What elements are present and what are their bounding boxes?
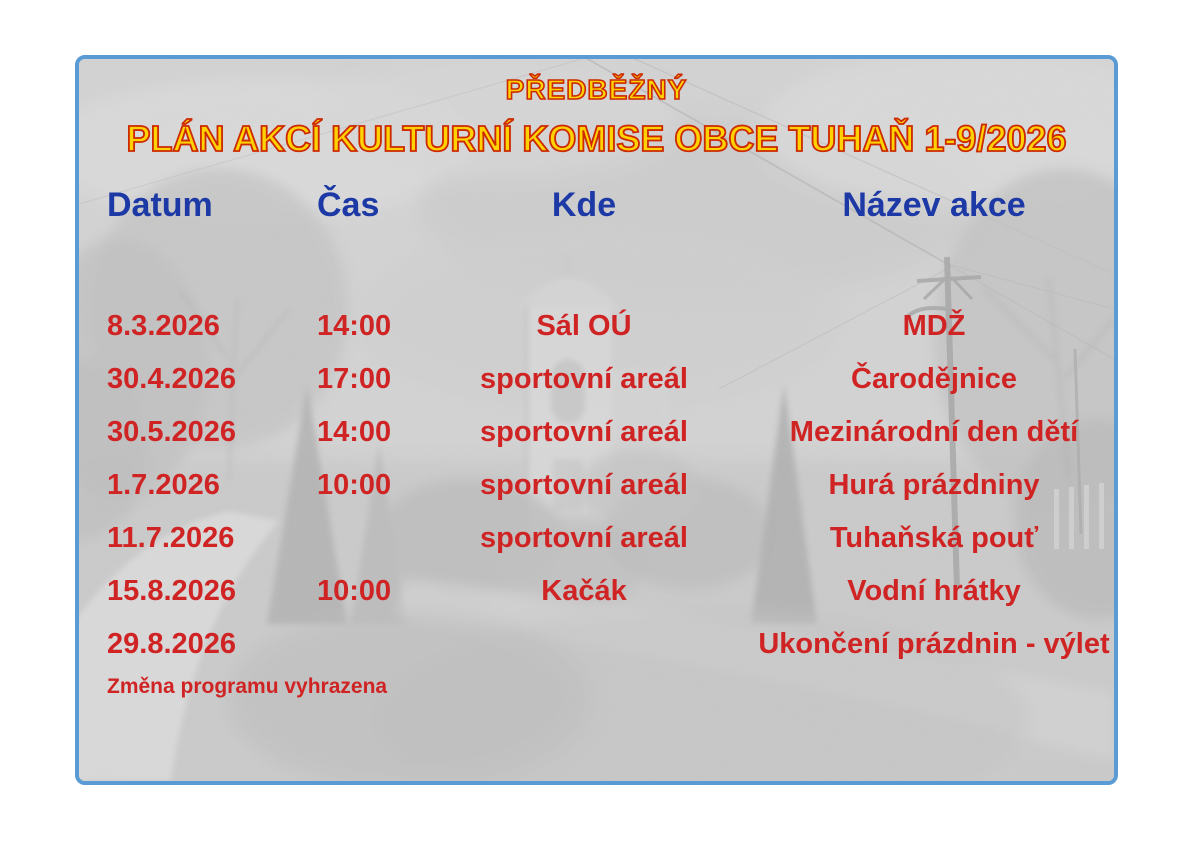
cell-kde: sportovní areál bbox=[480, 416, 688, 448]
cell-datum: 11.7.2026 bbox=[107, 522, 235, 554]
column-header-nazev: Název akce bbox=[842, 186, 1026, 224]
cell-nazev: Vodní hrátky bbox=[847, 575, 1021, 607]
cell-kde: sportovní areál bbox=[480, 522, 688, 554]
cell-kde: sportovní areál bbox=[480, 363, 688, 395]
page-title: PLÁN AKCÍ KULTURNÍ KOMISE OBCE TUHAŇ 1-9… bbox=[126, 118, 1068, 159]
cell-datum: 30.4.2026 bbox=[107, 363, 237, 395]
column-header-cas: Čas bbox=[317, 186, 380, 224]
cell-kde: Sál OÚ bbox=[536, 310, 632, 342]
cell-nazev: MDŽ bbox=[902, 310, 966, 342]
cell-datum: 1.7.2026 bbox=[107, 469, 220, 501]
cell-cas: 10:00 bbox=[317, 469, 392, 501]
cell-nazev: Mezinárodní den dětí bbox=[789, 416, 1079, 448]
pre-title: PŘEDBĚŽNÝ bbox=[505, 73, 688, 105]
cell-cas: 14:00 bbox=[317, 416, 392, 448]
footnote: Změna programu vyhrazena bbox=[107, 675, 388, 698]
poster-frame: PŘEDBĚŽNÝ PLÁN AKCÍ KULTURNÍ KOMISE OBCE… bbox=[75, 55, 1118, 785]
column-header-kde: Kde bbox=[551, 186, 617, 224]
cell-cas: 14:00 bbox=[317, 310, 392, 342]
background-photo bbox=[79, 59, 1114, 781]
cell-datum: 15.8.2026 bbox=[107, 575, 237, 607]
cell-datum: 8.3.2026 bbox=[107, 310, 220, 342]
cell-datum: 30.5.2026 bbox=[107, 416, 237, 448]
cell-cas: 10:00 bbox=[317, 575, 392, 607]
cell-nazev: Hurá prázdniny bbox=[828, 469, 1040, 501]
cell-nazev: Tuhaňská pouť bbox=[829, 522, 1039, 554]
cell-kde: sportovní areál bbox=[480, 469, 688, 501]
cell-nazev: Ukončení prázdnin - výlet bbox=[758, 628, 1110, 660]
column-header-datum: Datum bbox=[107, 186, 213, 224]
cell-kde: Kačák bbox=[541, 575, 627, 607]
poster-content: PŘEDBĚŽNÝ PLÁN AKCÍ KULTURNÍ KOMISE OBCE… bbox=[79, 59, 1114, 781]
cell-datum: 29.8.2026 bbox=[107, 628, 237, 660]
cell-nazev: Čarodějnice bbox=[851, 363, 1017, 395]
cell-cas: 17:00 bbox=[317, 363, 392, 395]
